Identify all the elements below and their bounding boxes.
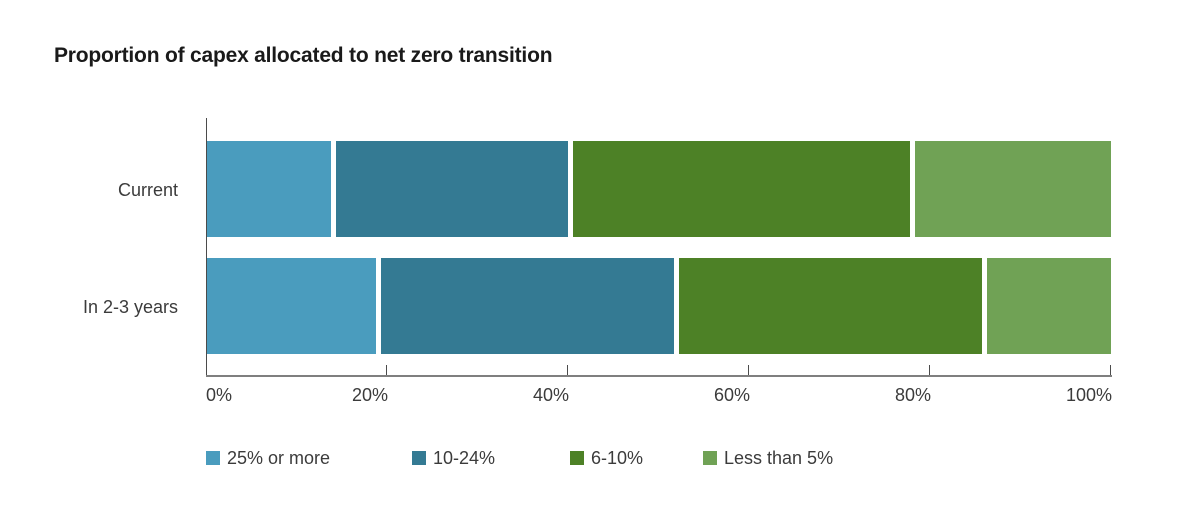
x-axis-tick [567, 365, 568, 375]
x-axis-tick [1110, 365, 1111, 375]
x-axis-tick-label: 40% [532, 385, 569, 405]
legend-label: 6-10% [591, 447, 644, 468]
x-axis-tick [929, 365, 930, 375]
bar-row [207, 141, 1111, 237]
legend-label: Less than 5% [724, 447, 834, 468]
x-axis-tick-label: 100% [1065, 385, 1112, 405]
legend-item: 25% or more [206, 447, 331, 468]
bar-segment [380, 258, 675, 354]
legend-label: 25% or more [227, 447, 331, 468]
legend-item: Less than 5% [703, 447, 834, 468]
x-axis-tick-label: 60% [713, 385, 750, 405]
y-axis-line [206, 118, 207, 377]
chart-title: Proportion of capex allocated to net zer… [54, 44, 553, 67]
legend: 25% or more 10-24% 6-10% Less than 5% [0, 447, 1200, 471]
plot-area: 0% 20% 40% 60% 80% 100% [206, 118, 1112, 405]
legend-swatch-icon [570, 451, 584, 465]
x-axis-tick-label: 20% [351, 385, 388, 405]
x-axis-tick-label: 80% [894, 385, 931, 405]
bar-segment [572, 141, 911, 237]
y-axis-category-label: Current [117, 180, 178, 200]
legend-swatch-icon [206, 451, 220, 465]
bar-segment [679, 258, 982, 354]
legend-item: 10-24% [412, 447, 496, 468]
x-axis-tick [748, 365, 749, 375]
legend-label: 10-24% [433, 447, 496, 468]
x-axis-tick [386, 365, 387, 375]
bar-row [207, 258, 1111, 354]
bar-segment [207, 258, 376, 354]
legend-item: 6-10% [570, 447, 644, 468]
y-axis-category-label: In 2-3 years [82, 297, 178, 317]
legend-swatch-icon [703, 451, 717, 465]
x-axis-line [206, 375, 1112, 377]
bar-segment [915, 141, 1111, 237]
bar-segment [986, 258, 1111, 354]
bar-segment [336, 141, 568, 237]
x-axis-tick-label: 0% [206, 385, 233, 405]
bar-segment [207, 141, 332, 237]
legend-swatch-icon [412, 451, 426, 465]
